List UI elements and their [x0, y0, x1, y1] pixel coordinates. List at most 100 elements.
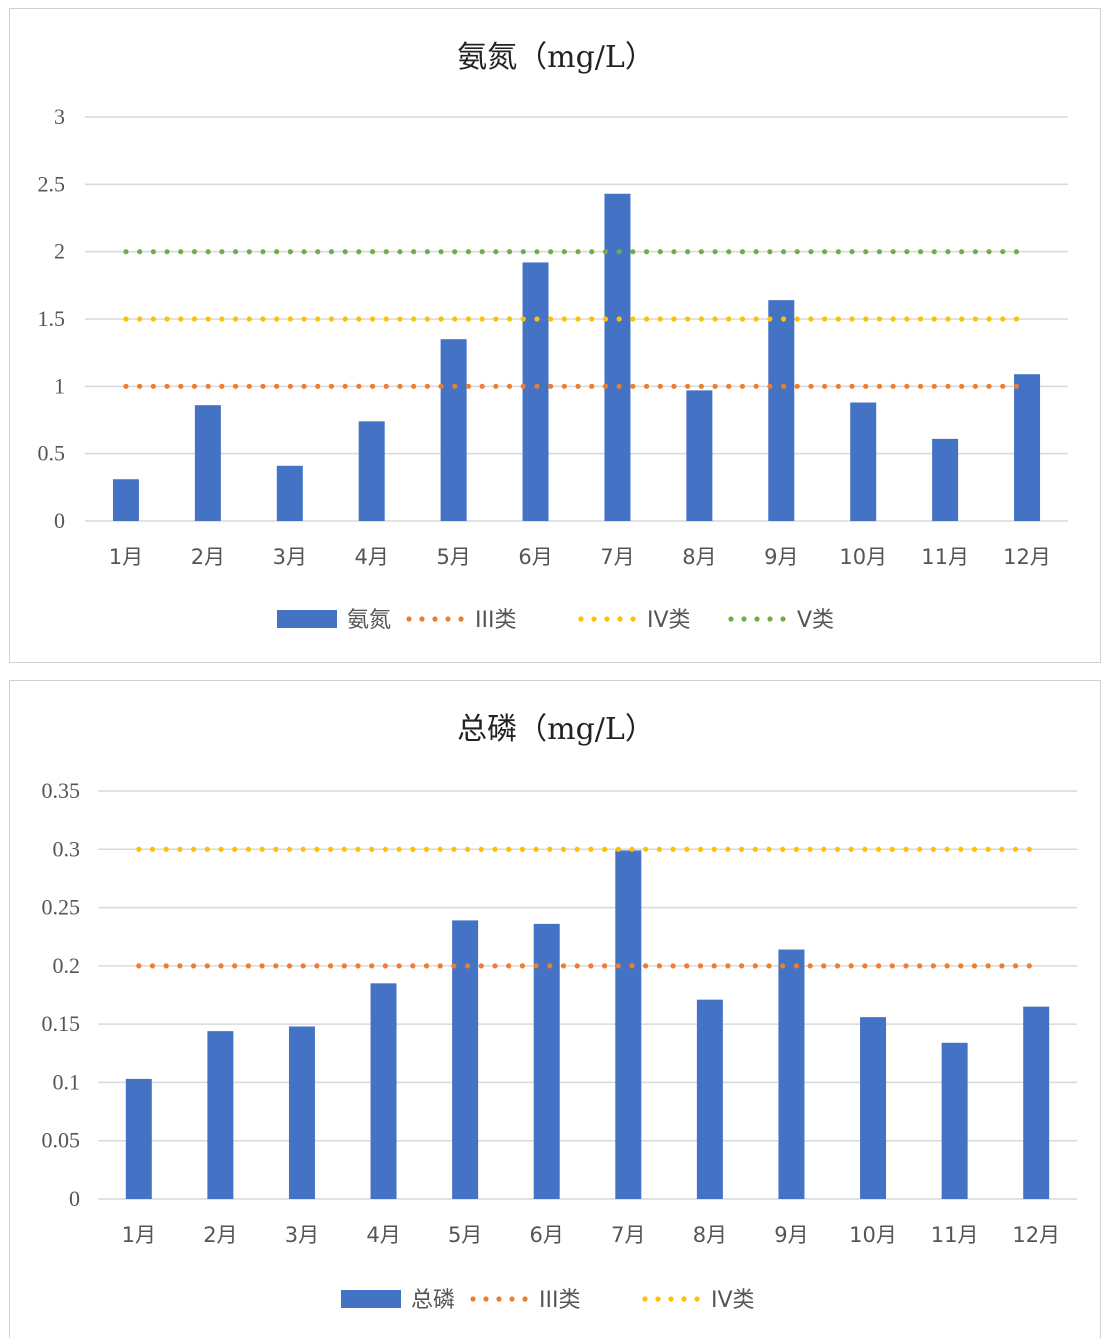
reference-dot: [1026, 963, 1032, 969]
legend-dot: [604, 616, 610, 622]
reference-dot: [972, 249, 978, 255]
reference-dot: [150, 316, 156, 322]
bar-7月: [615, 850, 642, 1199]
reference-dot: [601, 963, 608, 969]
reference-line-IV类: [123, 316, 1020, 322]
legend-dot: [406, 616, 412, 622]
y-tick-label: 0.25: [42, 895, 81, 920]
legend-label: IV类: [647, 608, 691, 633]
reference-dot: [438, 249, 444, 255]
reference-dot: [205, 249, 211, 255]
reference-dot: [465, 316, 472, 322]
reference-dot: [274, 249, 280, 255]
y-tick-label: 0.15: [42, 1011, 81, 1036]
reference-dot: [136, 963, 142, 969]
reference-dot: [520, 316, 526, 322]
reference-dot: [383, 249, 389, 255]
reference-dot: [574, 846, 580, 852]
reference-dot: [382, 963, 388, 969]
bar-1月: [125, 1078, 152, 1199]
reference-dot: [698, 316, 704, 322]
chart-title: 总磷（mg/L）: [457, 712, 655, 747]
reference-dot: [834, 963, 841, 969]
reference-dot: [643, 963, 649, 969]
reference-dot: [671, 383, 677, 389]
reference-dot: [355, 963, 361, 969]
reference-dot: [753, 383, 759, 389]
reference-dot: [438, 383, 444, 389]
reference-dot: [862, 846, 868, 852]
reference-dot: [739, 316, 746, 322]
reference-dot: [875, 846, 882, 852]
reference-dot: [876, 383, 883, 389]
reference-dot: [890, 383, 896, 389]
reference-dot: [780, 383, 787, 389]
legend-key-III类: [406, 616, 464, 622]
reference-dot: [219, 249, 225, 255]
reference-dot: [835, 383, 841, 389]
reference-dot: [424, 249, 430, 255]
reference-dot: [712, 383, 718, 389]
reference-dot: [423, 963, 430, 969]
x-tick-label: 3月: [285, 1223, 319, 1247]
reference-dot: [341, 963, 347, 969]
legend-dot: [470, 1296, 476, 1302]
legend-dot: [617, 616, 623, 622]
reference-dot: [506, 963, 512, 969]
reference-dot: [602, 249, 609, 255]
x-tick-label: 1月: [122, 1223, 156, 1247]
reference-dot: [424, 383, 430, 389]
reference-dot: [492, 963, 498, 969]
reference-dot: [177, 846, 183, 852]
legend-dot: [630, 616, 636, 622]
reference-dot: [300, 963, 306, 969]
reference-dot: [232, 316, 239, 322]
y-tick-label: 1.5: [38, 306, 66, 331]
reference-dot: [684, 846, 690, 852]
y-tick-label: 2.5: [38, 171, 66, 196]
reference-dot: [190, 846, 197, 852]
reference-dot: [300, 846, 306, 852]
reference-dot: [191, 383, 198, 389]
reference-dot: [369, 249, 376, 255]
reference-dot: [411, 249, 417, 255]
reference-dot: [123, 316, 129, 322]
reference-dot: [986, 316, 992, 322]
reference-dot: [493, 316, 499, 322]
reference-dot: [999, 963, 1005, 969]
reference-dot: [889, 846, 895, 852]
x-tick-label: 9月: [764, 545, 798, 569]
reference-dot: [383, 383, 389, 389]
reference-dot: [630, 249, 636, 255]
reference-dot: [862, 963, 868, 969]
reference-dot: [342, 383, 348, 389]
reference-dot: [656, 963, 662, 969]
legend-label: III类: [539, 1288, 580, 1313]
reference-dot: [369, 846, 375, 852]
reference-dot: [712, 249, 718, 255]
bar-8月: [696, 999, 723, 1199]
reference-dot: [136, 846, 142, 852]
reference-line-III类: [136, 963, 1032, 969]
reference-dot: [588, 846, 594, 852]
reference-dot: [478, 963, 484, 969]
phosphorus-chart: 总磷（mg/L） 0 0.05 0.1 0.15 0.2 0.25 0.3 0.35 1月 2月…: [42, 712, 1077, 1313]
reference-dot: [615, 846, 621, 852]
reference-dot: [218, 963, 224, 969]
reference-dot: [958, 846, 964, 852]
reference-dot: [971, 963, 978, 969]
reference-dot: [383, 316, 389, 322]
reference-dot: [260, 249, 266, 255]
reference-dot: [520, 383, 526, 389]
reference-dot: [726, 383, 732, 389]
bar-11月: [932, 438, 959, 521]
reference-dot: [327, 963, 334, 969]
reference-dot: [534, 249, 540, 255]
legend-dot: [496, 1296, 502, 1302]
x-tick-label: 2月: [203, 1223, 237, 1247]
reference-dot: [519, 963, 525, 969]
x-tick-label: 11月: [931, 1223, 979, 1247]
reference-dot: [917, 383, 924, 389]
reference-dot: [643, 316, 650, 322]
reference-dot: [848, 846, 854, 852]
